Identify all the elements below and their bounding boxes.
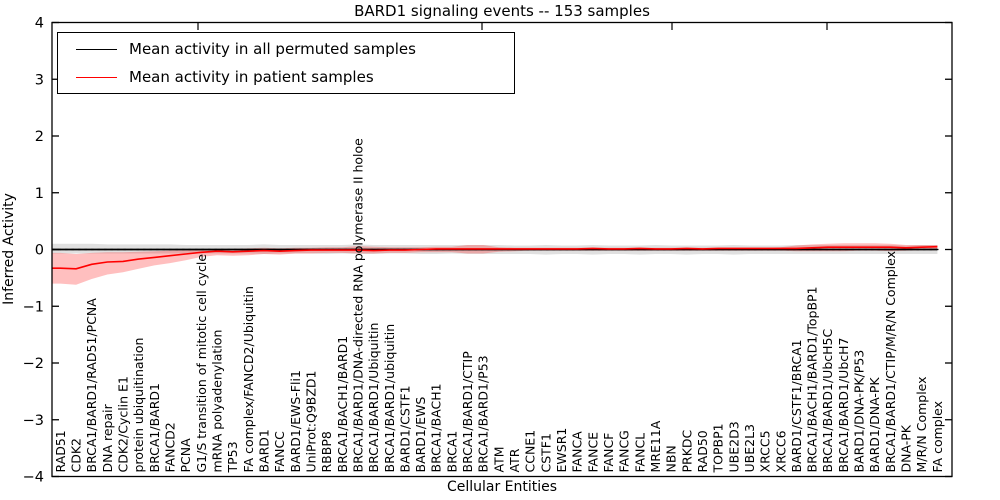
legend-item: Mean activity in all permuted samples [76, 35, 514, 63]
legend-line-swatch-patient [76, 76, 117, 78]
x-category-label: BRCA1/BARD1 [147, 383, 162, 472]
patient-band [52, 243, 938, 285]
x-category-label: FANCL [632, 433, 647, 473]
y-tick-label: 0 [35, 243, 44, 259]
x-category-label: DNA-PK [899, 424, 914, 472]
x-category-label: BRCA1/BARD1/DNA-directed RNA polymerase … [350, 138, 365, 473]
x-category-label: FANCC [272, 431, 287, 473]
x-category-label: XRCC6 [773, 430, 788, 472]
x-category-label: FANCF [601, 433, 616, 473]
x-category-label: BRCA1/BARD1/UbcH7 [836, 338, 851, 473]
x-category-label: RBBP8 [319, 431, 334, 472]
legend: Mean activity in all permuted samples Me… [57, 32, 515, 94]
y-tick-label: −2 [23, 356, 44, 372]
legend-item-label: Mean activity in patient samples [129, 68, 374, 86]
x-category-label: BARD1/EWS [413, 397, 428, 473]
x-category-label: BRCA1/BARD1/ubiquitin [382, 324, 397, 473]
x-axis-label: Cellular Entities [446, 479, 558, 495]
x-category-label: BRCA1/BARD1/UbcH5C [820, 329, 835, 473]
x-category-label: CSTF1 [538, 433, 553, 472]
legend-line-swatch-permuted [76, 48, 117, 50]
x-category-label: FANCE [585, 432, 600, 473]
x-category-label: FANCA [570, 431, 585, 473]
y-tick-label: 3 [35, 72, 44, 88]
x-category-label: BARD1/DNA-PK/P53 [852, 350, 867, 473]
y-tick-label: −1 [23, 299, 44, 315]
x-category-label: FA complex/FANCD2/Ubiquitin [241, 286, 256, 472]
x-category-label: PCNA [178, 438, 193, 473]
x-category-label: ATR [507, 448, 522, 472]
x-category-label: protein ubiquitination [131, 338, 146, 473]
x-category-label: RAD50 [695, 430, 710, 472]
x-category-label: BRCA1/BARD1/P53 [476, 355, 491, 472]
x-category-label: FA complex [930, 401, 945, 473]
x-category-label: mRNA polyadenylation [210, 330, 225, 473]
x-category-label: BRCA1/BACH1/BARD1 [335, 336, 350, 473]
legend-item: Mean activity in patient samples [76, 63, 514, 91]
x-category-label: ATM [491, 446, 506, 472]
x-category-label: BARD1 [257, 429, 272, 472]
chart-title: BARD1 signaling events -- 153 samples [354, 2, 650, 20]
x-category-label: BARD1/CSTF1 [397, 385, 412, 472]
x-category-label: BRCA1/BACH1 [429, 383, 444, 472]
x-category-label: FANCD2 [163, 422, 178, 472]
legend-item-label: Mean activity in all permuted samples [129, 40, 416, 58]
x-category-label: BARD1/EWS-Fli1 [288, 370, 303, 472]
x-category-label: CDK2/Cyclin E1 [116, 376, 131, 472]
x-category-label: DNA repair [100, 403, 115, 472]
x-category-label: CDK2 [69, 438, 84, 473]
x-category-label: NBN [664, 445, 679, 472]
x-category-label: BARD1/DNA-PK [867, 377, 882, 473]
y-axis-label: Inferred Activity [1, 193, 17, 305]
x-category-label: CCNE1 [523, 430, 538, 473]
x-category-label: UniProt:Q9BZD1 [304, 371, 319, 473]
x-category-label: TOPBP1 [711, 423, 726, 473]
x-category-label: UBE2D3 [726, 421, 741, 472]
x-category-label: MRE11A [648, 420, 663, 472]
x-category-label: M/R/N Complex [914, 376, 929, 472]
x-category-label: PRKDC [679, 429, 694, 472]
x-category-label: TP53 [225, 441, 240, 473]
y-tick-label: 2 [35, 129, 44, 145]
x-category-label: G1/S transition of mitotic cell cycle [194, 254, 209, 473]
x-category-label: BRCA1/BARD1/RAD51/PCNA [84, 298, 99, 473]
x-category-label: RAD51 [53, 430, 68, 472]
x-category-label: UBE2L3 [742, 424, 757, 473]
x-category-label: BRCA1 [444, 431, 459, 473]
y-tick-label: −3 [23, 413, 44, 429]
y-tick-label: 1 [35, 186, 44, 202]
y-tick-label: 4 [35, 16, 44, 32]
patient-mean-line [52, 245, 938, 270]
x-category-label: BRCA1/BARD1/CTIP [460, 351, 475, 473]
y-tick-label: −4 [23, 470, 44, 486]
x-category-label: BRCA1/BACH1/BARD1/TopBP1 [805, 286, 820, 472]
x-category-label: EWSR1 [554, 428, 569, 473]
x-category-label: BRCA1/BARD1/CTIP/M/R/N Complex [883, 251, 898, 473]
x-category-label: BARD1/CSTF1/BRCA1 [789, 339, 804, 472]
x-category-label: BRCA1/BARD1/Ubiquitin [366, 323, 381, 473]
x-category-label: XRCC5 [758, 430, 773, 472]
x-category-label: FANCG [617, 430, 632, 472]
